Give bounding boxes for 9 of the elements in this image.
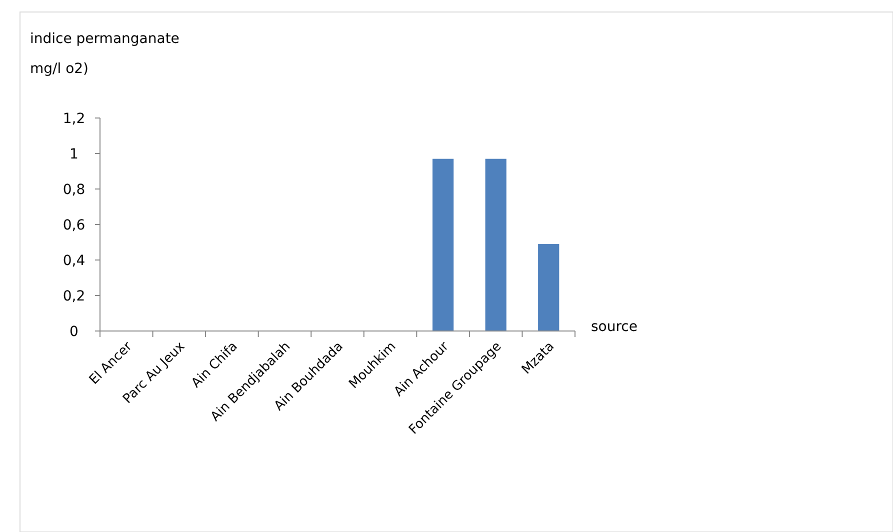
y-tick-label: 0,4 (62, 252, 86, 269)
y-tick-label: 0 (70, 324, 78, 340)
y-tick-label: 0,8 (62, 182, 86, 198)
x-axis-title: source (591, 319, 638, 335)
y-tick-label: 0,6 (62, 217, 86, 234)
y-tick-label: 1 (70, 146, 78, 162)
y-axis-title: indice permanganate mg/l o2) (30, 31, 180, 77)
y-tick-label: 0,2 (62, 288, 86, 304)
y-tick-label: 1,2 (62, 110, 86, 127)
